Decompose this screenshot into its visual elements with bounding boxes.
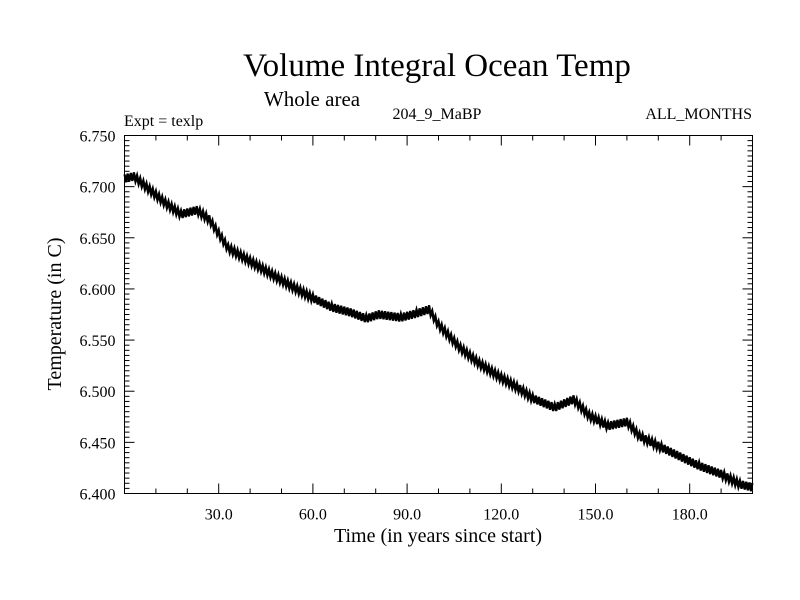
y-tick-label: 6.600 bbox=[80, 282, 116, 299]
x-tick-label: 120.0 bbox=[483, 507, 519, 524]
x-tick-label: 60.0 bbox=[299, 507, 327, 524]
axis-ticks bbox=[124, 135, 753, 494]
y-axis-label: Temperature (in C) bbox=[44, 238, 66, 391]
x-axis-label: Time (in years since start) bbox=[334, 525, 542, 547]
series-line-0 bbox=[123, 170, 754, 492]
x-tick-label: 150.0 bbox=[578, 507, 614, 524]
y-tick-label: 6.450 bbox=[80, 435, 116, 452]
axis-tick-labels: 30.0 60.0 90.0 120.0 150.0 180.0 6.400 6.450 6.5… bbox=[80, 129, 708, 524]
experiment-label: Expt = texlp bbox=[124, 113, 203, 130]
x-tick-label: 30.0 bbox=[205, 507, 233, 524]
chart-subtitle: Whole area bbox=[264, 87, 361, 111]
plot-border bbox=[124, 135, 753, 494]
x-tick-label: 90.0 bbox=[393, 507, 421, 524]
months-label: ALL_MONTHS bbox=[645, 106, 752, 123]
period-label: 204_9_MaBP bbox=[393, 106, 482, 123]
chart-title: Volume Integral Ocean Temp bbox=[243, 48, 631, 84]
y-tick-label: 6.500 bbox=[80, 384, 116, 401]
plot-area bbox=[124, 135, 753, 494]
x-tick-label: 180.0 bbox=[672, 507, 708, 524]
y-tick-label: 6.550 bbox=[80, 333, 116, 350]
y-tick-label: 6.650 bbox=[80, 231, 116, 248]
y-tick-label: 6.400 bbox=[80, 487, 116, 504]
y-tick-label: 6.750 bbox=[80, 129, 116, 146]
series-layer bbox=[123, 170, 754, 492]
y-tick-label: 6.700 bbox=[80, 180, 116, 197]
